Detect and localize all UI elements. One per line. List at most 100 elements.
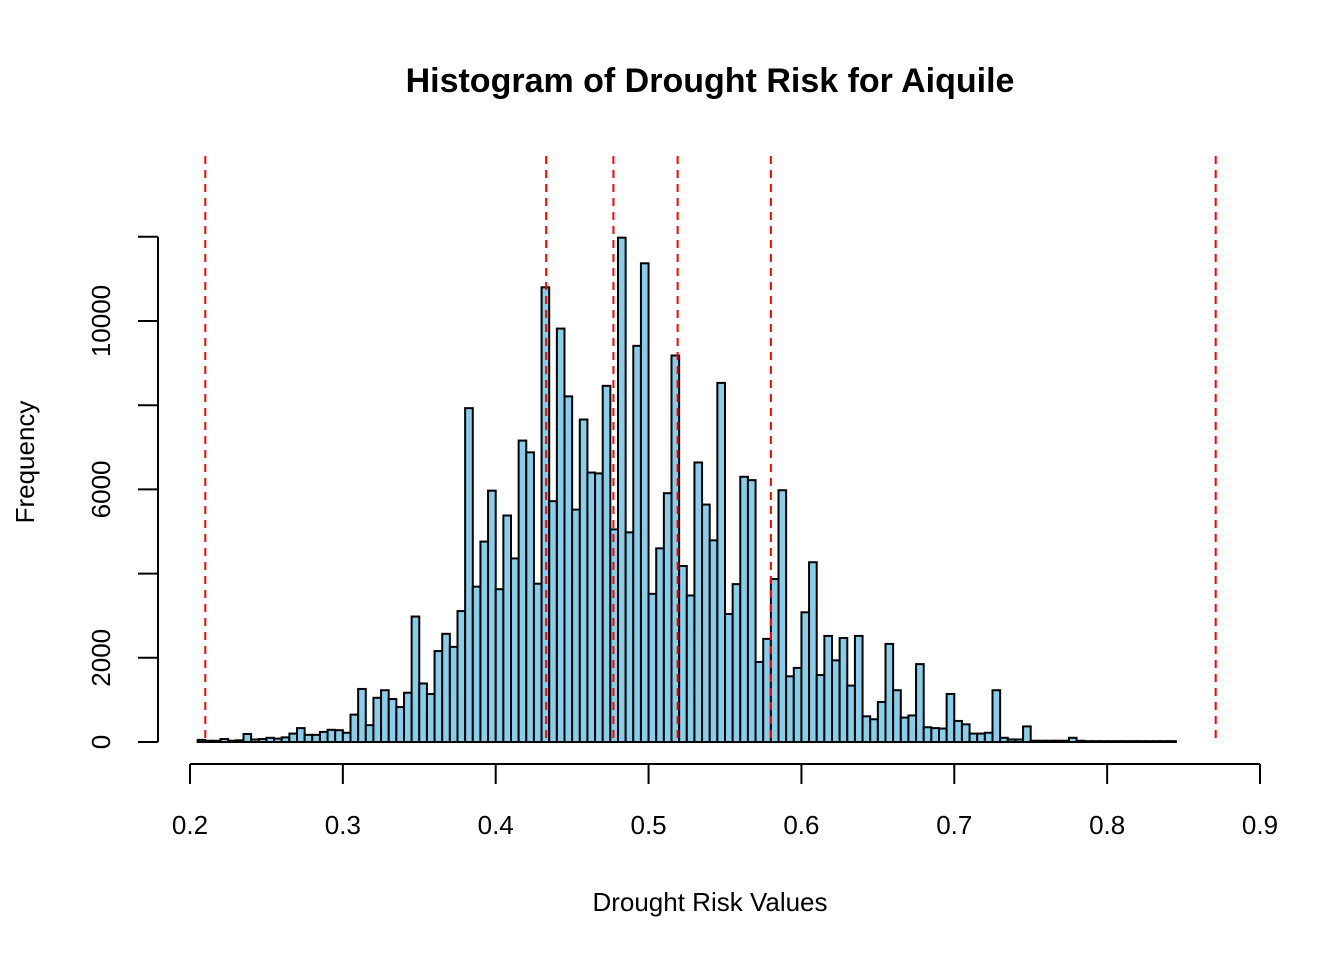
- histogram-bar: [395, 706, 405, 743]
- histogram-bar: [250, 738, 260, 743]
- histogram-bar: [586, 471, 597, 743]
- histogram-bar: [448, 645, 459, 743]
- histogram-bar: [1136, 740, 1147, 743]
- histogram-bar: [487, 489, 497, 743]
- histogram-bar: [861, 715, 872, 744]
- histogram-bar: [418, 682, 428, 743]
- x-tick-label: 0.8: [1089, 810, 1125, 840]
- histogram-bar: [731, 583, 742, 744]
- histogram-bar: [601, 384, 612, 743]
- histogram-bar: [869, 718, 879, 744]
- histogram-bar: [983, 731, 994, 743]
- histogram-bar: [899, 716, 910, 744]
- histogram-bar: [624, 531, 635, 744]
- histogram-bar: [517, 439, 528, 743]
- histogram-bar: [746, 479, 757, 743]
- histogram-bar: [548, 500, 558, 743]
- histogram-bar: [211, 739, 222, 743]
- histogram-bar: [433, 650, 444, 743]
- histogram-bar: [372, 696, 383, 743]
- histogram-bar: [808, 561, 818, 743]
- histogram-bar: [479, 540, 490, 743]
- histogram-bar: [693, 461, 704, 743]
- y-axis-label: Frequency: [10, 401, 40, 524]
- histogram-bar: [594, 472, 604, 743]
- histogram-bar: [815, 674, 826, 743]
- histogram-bar: [510, 557, 520, 743]
- histogram-bar: [892, 689, 902, 743]
- histogram-bar: [632, 344, 642, 743]
- chart-title: Histogram of Drought Risk for Aiquile: [406, 62, 1015, 100]
- histogram-bar: [907, 714, 918, 743]
- histogram-bar: [326, 728, 337, 743]
- histogram-bar: [960, 723, 971, 744]
- histogram-bar: [403, 691, 413, 743]
- y-axis: 0 2000 6000 10000: [86, 235, 159, 749]
- histogram-bar: [288, 732, 298, 744]
- histogram-bar: [999, 736, 1009, 743]
- histogram-bar: [1060, 739, 1070, 743]
- histogram-bar: [915, 663, 925, 743]
- x-tick-label: 0.5: [630, 810, 666, 840]
- histogram-bar: [769, 578, 780, 743]
- histogram-bar: [792, 666, 803, 744]
- x-axis-label: Drought Risk Values: [592, 887, 827, 917]
- histogram-bar: [1029, 739, 1040, 743]
- histogram-bar: [234, 739, 245, 744]
- histogram-bar: [1083, 740, 1093, 743]
- histogram-bar: [876, 701, 887, 743]
- x-tick-label: 0.3: [325, 810, 361, 840]
- histogram-bar: [273, 737, 283, 744]
- histogram-bar: [846, 684, 856, 744]
- histogram-bar: [785, 675, 795, 744]
- histogram-bar: [1075, 739, 1086, 743]
- histogram-bar: [670, 354, 681, 743]
- x-axis: 0.2 0.3 0.4 0.5 0.6 0.7 0.8 0.9: [172, 763, 1278, 840]
- histogram-bar: [349, 713, 360, 744]
- histogram-bar: [425, 693, 436, 744]
- histogram-bar: [823, 634, 833, 743]
- histogram-bar: [242, 733, 253, 743]
- histogram-bar: [701, 503, 711, 743]
- histogram-bar: [219, 738, 230, 743]
- histogram-bar: [685, 594, 696, 743]
- histogram-bar: [922, 726, 933, 744]
- histogram-bar: [318, 730, 329, 744]
- histogram-bar: [502, 514, 512, 743]
- histogram-bar: [884, 642, 895, 743]
- histogram-bar: [1113, 740, 1124, 743]
- histogram-bar: [716, 381, 726, 743]
- histogram-bar: [410, 615, 421, 743]
- histogram-bar: [1152, 740, 1162, 743]
- histogram-bar: [525, 451, 535, 743]
- histogram-bar: [571, 508, 581, 743]
- histogram-bar: [341, 731, 352, 743]
- histogram-bar: [441, 632, 451, 743]
- histogram-bar: [1006, 738, 1017, 743]
- histogram-bar: [555, 327, 566, 743]
- x-tick-label: 0.9: [1242, 810, 1278, 840]
- histogram-bar: [464, 407, 474, 743]
- histogram-bar: [1121, 740, 1132, 743]
- histogram-bar: [1037, 739, 1047, 743]
- histogram-bar: [762, 637, 772, 743]
- histogram-bars: [196, 236, 1177, 744]
- histogram-bar: [800, 611, 811, 744]
- histogram-bar: [334, 729, 344, 744]
- histogram-bar: [563, 395, 574, 743]
- histogram-bar: [938, 727, 948, 744]
- histogram-bar: [655, 547, 665, 744]
- histogram-bar: [196, 738, 207, 744]
- histogram-bar: [1144, 740, 1154, 743]
- histogram-bar: [838, 637, 849, 744]
- histogram-bar: [976, 732, 986, 744]
- histogram-bar: [739, 475, 749, 743]
- histogram-bar: [1045, 739, 1055, 743]
- histogram-bar: [853, 634, 864, 743]
- histogram-bar: [617, 236, 627, 743]
- histogram-bar: [1167, 740, 1177, 743]
- histogram-bar: [708, 539, 719, 744]
- histogram-bar: [357, 687, 367, 744]
- x-tick-label: 0.4: [478, 810, 514, 840]
- x-tick-label: 0.6: [783, 810, 819, 840]
